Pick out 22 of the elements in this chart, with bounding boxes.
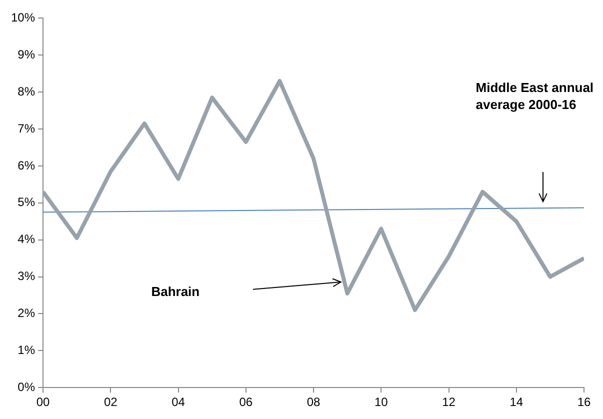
x-tick-label: 02 xyxy=(104,395,118,410)
y-tick-label: 4% xyxy=(18,232,36,246)
y-tick-label: 9% xyxy=(18,47,36,62)
y-tick-label: 1% xyxy=(18,342,36,357)
x-tick-label: 04 xyxy=(172,395,186,410)
y-tick-label: 6% xyxy=(18,158,36,172)
y-tick-label: 7% xyxy=(18,121,36,136)
y-tick-label: 10% xyxy=(10,10,36,25)
x-tick-label: 14 xyxy=(510,395,524,410)
y-tick-label: 5% xyxy=(18,195,36,210)
x-tick-label: 08 xyxy=(306,395,321,410)
x-tick-label: 10 xyxy=(374,395,388,410)
x-tick-label: 12 xyxy=(442,395,456,410)
x-tick-label: 00 xyxy=(36,395,50,410)
y-tick-label: 3% xyxy=(18,269,36,284)
y-tick-label: 0% xyxy=(18,380,36,394)
annotation: Middle East annual average 2000-16 xyxy=(476,79,595,114)
y-tick-label: 8% xyxy=(18,84,36,98)
x-tick-label: 16 xyxy=(577,395,591,410)
x-tick-label: 06 xyxy=(239,395,253,410)
y-tick-label: 2% xyxy=(18,306,36,320)
annotation: Bahrain xyxy=(151,282,200,300)
